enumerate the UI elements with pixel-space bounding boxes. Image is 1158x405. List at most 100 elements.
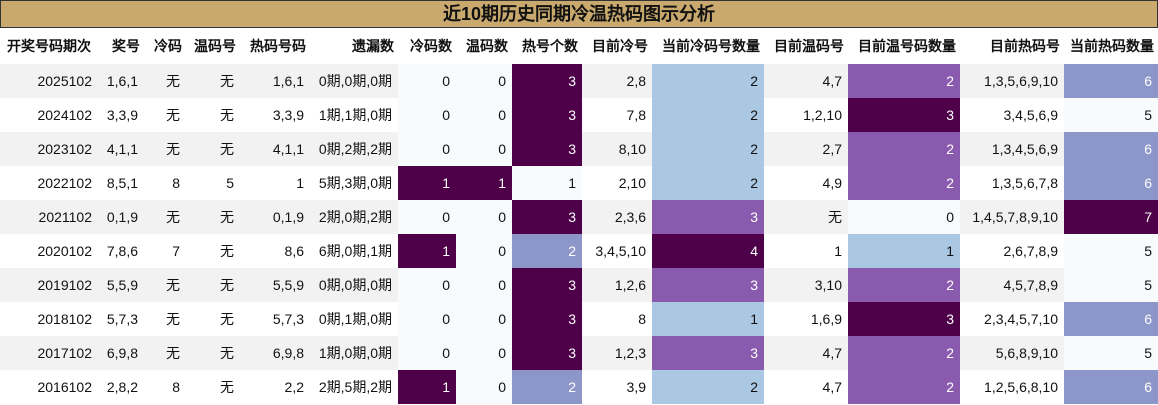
- cell-warm-code: 无: [186, 98, 240, 132]
- cell-hot-code: 1: [240, 166, 310, 200]
- header-row: 开奖号码期次 奖号 冷码 温码号 热码号码 遗漏数 冷码数 温码数 热号个数 目…: [0, 28, 1158, 64]
- cell-cold-count: 0: [398, 132, 456, 166]
- cell-current-cold-count: 3: [652, 268, 764, 302]
- cell-omission: 1期,1期,0期: [310, 98, 398, 132]
- cell-cold-code: 7: [144, 234, 186, 268]
- cell-cold-count: 1: [398, 370, 456, 404]
- cell-cold-count: 1: [398, 234, 456, 268]
- cell-current-warm: 无: [764, 200, 848, 234]
- table-row: 2016102 2,8,2 8 无 2,2 2期,5期,2期 1 0 2 3,9 2 4,7 2 1,2,…: [0, 370, 1158, 404]
- cell-current-hot: 4,5,7,8,9: [960, 268, 1064, 302]
- cell-winning-number: 7,8,6: [98, 234, 144, 268]
- cell-draw-period: 2025102: [0, 64, 98, 98]
- cell-current-warm: 4,9: [764, 166, 848, 200]
- cell-current-cold: 1,2,6: [582, 268, 652, 302]
- cell-current-cold-count: 2: [652, 132, 764, 166]
- table-row: 2024102 3,3,9 无无 3,3,9 1期,1期,0期 0 0 3 7,8 2 1,2,10…: [0, 98, 1158, 132]
- cell-hot-code: 1,6,1: [240, 64, 310, 98]
- cell-warm-count: 0: [456, 234, 512, 268]
- cell-hot-count: 3: [512, 336, 582, 370]
- cell-hot-count: 2: [512, 370, 582, 404]
- header-hot-code: 热码号码: [250, 38, 306, 54]
- cell-cold-code: 无: [144, 268, 186, 302]
- cell-warm-count: 0: [456, 64, 512, 98]
- cell-current-warm-count: 0: [848, 200, 960, 234]
- cell-cold-code: 无: [144, 132, 186, 166]
- cell-current-cold: 8: [582, 302, 652, 336]
- cell-current-cold: 3,4,5,10: [582, 234, 652, 268]
- cell-current-warm: 4,7: [764, 64, 848, 98]
- table-row: 2023102 4,1,1 无无 4,1,1 0期,2期,2期 0 0 3 8,10 2 2,7 2 1…: [0, 132, 1158, 166]
- cell-current-cold-count: 2: [652, 370, 764, 404]
- cell-warm-code: 5: [186, 166, 240, 200]
- table-row: 2020102 7,8,6 7 无 8,6 6期,0期,1期 1 0 2 3,4,5,10 4 1 1 2…: [0, 234, 1158, 268]
- cell-warm-code: 无: [186, 200, 240, 234]
- cell-current-warm-count: 2: [848, 132, 960, 166]
- cell-current-warm-count: 2: [848, 370, 960, 404]
- cell-winning-number: 2,8,2: [98, 370, 144, 404]
- cell-warm-code: 无: [186, 132, 240, 166]
- cell-hot-code: 2,2: [240, 370, 310, 404]
- header-current-hot: 目前热码号: [990, 38, 1060, 54]
- cell-hot-count: 3: [512, 64, 582, 98]
- cell-hot-code: 5,7,3: [240, 302, 310, 336]
- cell-current-hot-count: 6: [1064, 302, 1158, 336]
- cell-winning-number: 0,1,9: [98, 200, 144, 234]
- cell-current-cold-count: 4: [652, 234, 764, 268]
- cell-omission: 5期,3期,0期: [310, 166, 398, 200]
- cell-cold-count: 0: [398, 200, 456, 234]
- cell-omission: 0期,2期,2期: [310, 132, 398, 166]
- cell-current-warm: 1,6,9: [764, 302, 848, 336]
- header-cold-count: 冷码数: [410, 38, 452, 54]
- cell-cold-code: 8: [144, 166, 186, 200]
- cell-winning-number: 5,5,9: [98, 268, 144, 302]
- cell-current-cold-count: 1: [652, 302, 764, 336]
- cell-omission: 0期,0期,0期: [310, 268, 398, 302]
- header-hot-count: 热号个数: [522, 38, 578, 54]
- cell-cold-count: 0: [398, 302, 456, 336]
- cell-current-cold: 1,2,3: [582, 336, 652, 370]
- cell-draw-period: 2024102: [0, 98, 98, 132]
- cell-cold-code: 无: [144, 98, 186, 132]
- cell-current-warm-count: 3: [848, 98, 960, 132]
- cell-draw-period: 2020102: [0, 234, 98, 268]
- cell-current-hot: 3,4,5,6,9: [960, 98, 1064, 132]
- cell-current-hot-count: 5: [1064, 98, 1158, 132]
- cell-warm-code: 无: [186, 302, 240, 336]
- cell-current-hot: 1,3,5,6,9,10: [960, 64, 1064, 98]
- cell-winning-number: 1,6,1: [98, 64, 144, 98]
- cell-warm-count: 0: [456, 370, 512, 404]
- cell-hot-count: 3: [512, 132, 582, 166]
- header-current-cold: 目前冷号: [592, 38, 648, 54]
- cell-hot-count: 3: [512, 302, 582, 336]
- cell-current-hot: 1,3,4,5,6,9: [960, 132, 1064, 166]
- cell-current-warm-count: 3: [848, 302, 960, 336]
- cell-current-hot-count: 6: [1064, 370, 1158, 404]
- cell-hot-code: 4,1,1: [240, 132, 310, 166]
- table-body: 2025102 1,6,1 无无 1,6,1 0期,0期,0期 0 0 3 2,8 2 4,7 2 1,…: [0, 64, 1158, 404]
- cell-current-hot-count: 6: [1064, 132, 1158, 166]
- cell-omission: 2期,0期,2期: [310, 200, 398, 234]
- cell-draw-period: 2022102: [0, 166, 98, 200]
- cell-current-warm-count: 1: [848, 234, 960, 268]
- cell-cold-code: 无: [144, 200, 186, 234]
- cell-current-warm-count: 2: [848, 64, 960, 98]
- header-warm-count: 温码数: [466, 38, 508, 54]
- table-title: 近10期历史同期冷温热码图示分析: [0, 0, 1158, 28]
- cell-cold-count: 1: [398, 166, 456, 200]
- cell-warm-code: 无: [186, 234, 240, 268]
- cell-warm-count: 0: [456, 132, 512, 166]
- cell-draw-period: 2019102: [0, 268, 98, 302]
- cell-warm-code: 无: [186, 370, 240, 404]
- cell-hot-code: 5,5,9: [240, 268, 310, 302]
- cell-current-hot-count: 6: [1064, 166, 1158, 200]
- table-row: 2017102 6,9,8 无无 6,9,8 1期,0期,0期 0 0 3 1,2,3 3 4,7 2…: [0, 336, 1158, 370]
- cell-hot-count: 3: [512, 98, 582, 132]
- cell-current-cold: 3,9: [582, 370, 652, 404]
- cell-warm-count: 0: [456, 302, 512, 336]
- cell-cold-code: 8: [144, 370, 186, 404]
- cell-current-warm: 1: [764, 234, 848, 268]
- cell-hot-count: 3: [512, 268, 582, 302]
- cell-current-warm: 2,7: [764, 132, 848, 166]
